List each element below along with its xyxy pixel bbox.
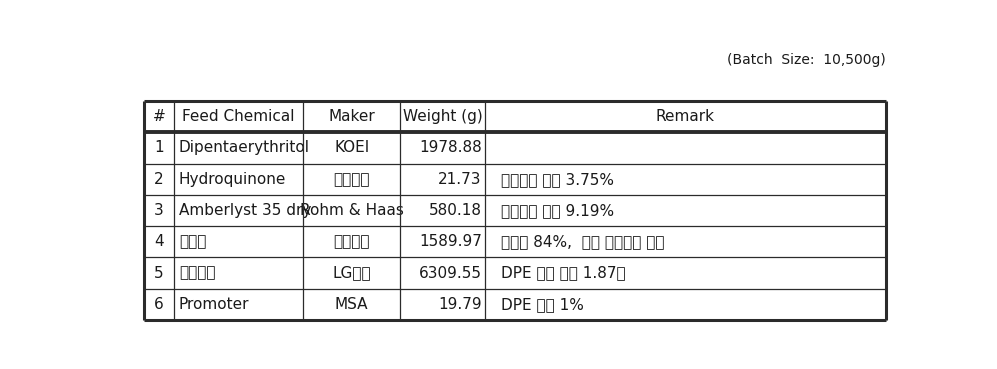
Text: DPE 대비 1%: DPE 대비 1% bbox=[501, 297, 584, 312]
Text: Amberlyst 35 dry: Amberlyst 35 dry bbox=[178, 203, 311, 218]
Text: Weight (g): Weight (g) bbox=[403, 109, 483, 124]
Text: Remark: Remark bbox=[656, 109, 715, 124]
Text: Maker: Maker bbox=[328, 109, 375, 124]
Text: 아크릴산 대비 9.19%: 아크릴산 대비 9.19% bbox=[501, 203, 614, 218]
Text: 21.73: 21.73 bbox=[439, 172, 482, 187]
Text: 1978.88: 1978.88 bbox=[419, 141, 482, 155]
Text: LG화학: LG화학 bbox=[332, 266, 371, 280]
Text: 아크릴산 대비 3.75%: 아크릴산 대비 3.75% bbox=[501, 172, 614, 187]
Text: 3: 3 bbox=[154, 203, 164, 218]
Text: 삼영무역: 삼영무역 bbox=[333, 234, 370, 249]
Text: 580.18: 580.18 bbox=[429, 203, 482, 218]
Text: 1: 1 bbox=[154, 141, 164, 155]
Text: 6309.55: 6309.55 bbox=[419, 266, 482, 280]
Text: Promoter: Promoter bbox=[178, 297, 249, 312]
Text: 삼전순약: 삼전순약 bbox=[333, 172, 370, 187]
Text: #: # bbox=[153, 109, 166, 124]
Text: (Batch  Size:  10,500g): (Batch Size: 10,500g) bbox=[727, 53, 885, 67]
Text: 고형분 84%,  재생 톨루엔을 사용: 고형분 84%, 재생 톨루엔을 사용 bbox=[501, 234, 665, 249]
Text: 톨루엔: 톨루엔 bbox=[178, 234, 206, 249]
Text: Hydroquinone: Hydroquinone bbox=[178, 172, 286, 187]
Text: 2: 2 bbox=[154, 172, 164, 187]
Text: 아크릴산: 아크릴산 bbox=[178, 266, 215, 280]
Text: MSA: MSA bbox=[335, 297, 368, 312]
Text: 5: 5 bbox=[154, 266, 164, 280]
Text: 6: 6 bbox=[154, 297, 164, 312]
Text: DPE 당량 대비 1.87배: DPE 당량 대비 1.87배 bbox=[501, 266, 626, 280]
Text: KOEI: KOEI bbox=[334, 141, 369, 155]
Text: Feed Chemical: Feed Chemical bbox=[182, 109, 295, 124]
Text: 1589.97: 1589.97 bbox=[419, 234, 482, 249]
Text: Dipentaerythritol: Dipentaerythritol bbox=[178, 141, 310, 155]
Text: 19.79: 19.79 bbox=[438, 297, 482, 312]
Text: 4: 4 bbox=[154, 234, 164, 249]
Text: Rohm & Haas: Rohm & Haas bbox=[300, 203, 404, 218]
